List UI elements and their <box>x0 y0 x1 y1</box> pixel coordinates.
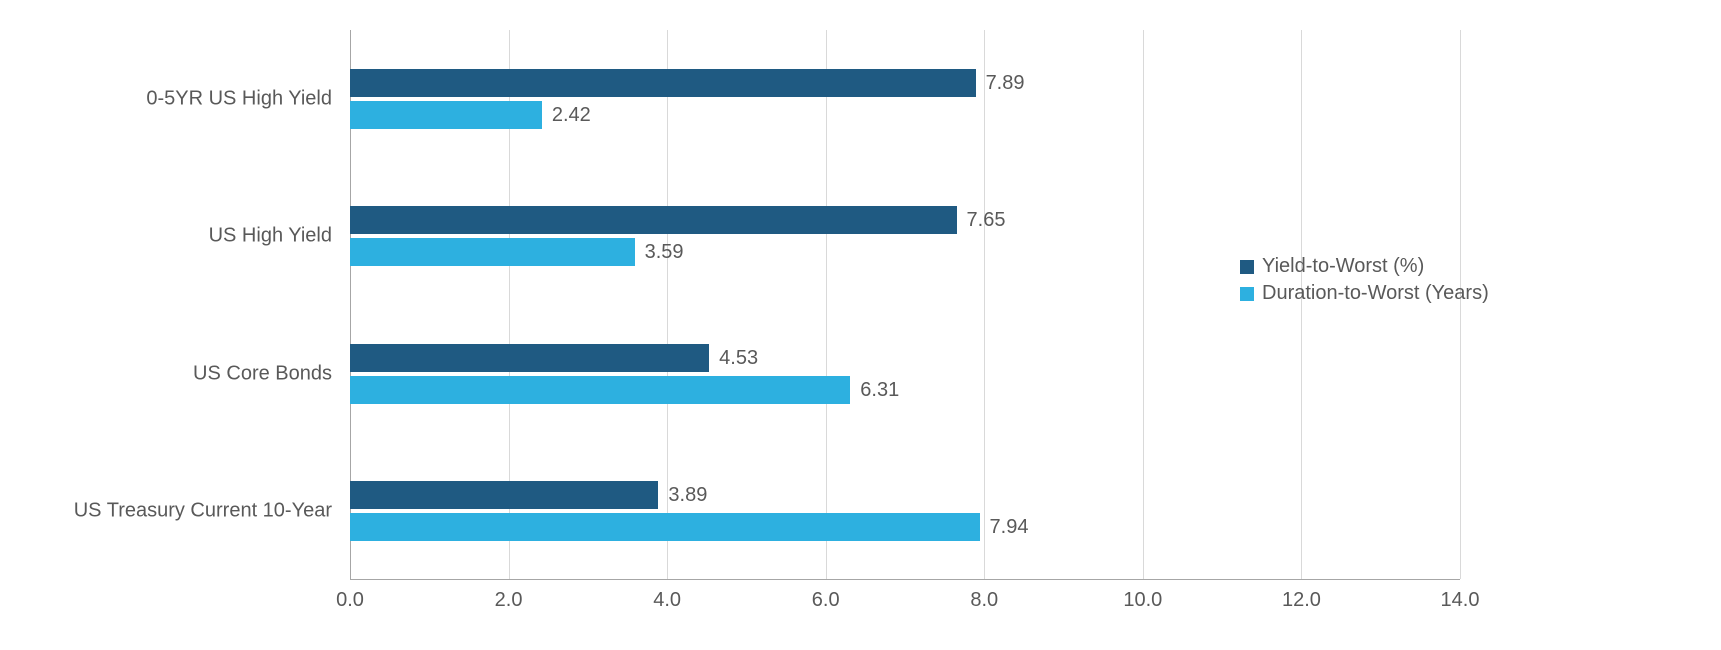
x-tick-label: 14.0 <box>1441 579 1480 612</box>
x-tick-label: 6.0 <box>812 579 840 612</box>
x-tick-label: 0.0 <box>336 579 364 612</box>
legend-item: Duration-to-Worst (Years) <box>1240 282 1489 305</box>
bar-value-label: 7.89 <box>976 69 1025 97</box>
x-tick-label: 8.0 <box>970 579 998 612</box>
bar: 6.31 <box>350 376 850 404</box>
bar-value-label: 7.94 <box>980 513 1029 541</box>
category-label: US Core Bonds <box>193 362 350 385</box>
category-label: US High Yield <box>209 225 350 248</box>
bar: 7.94 <box>350 513 980 541</box>
x-tick-label: 12.0 <box>1282 579 1321 612</box>
bar: 2.42 <box>350 101 542 129</box>
bar-value-label: 3.59 <box>635 238 684 266</box>
legend-swatch <box>1240 260 1254 274</box>
bond-yield-duration-chart: 0.0 2.0 4.0 6.0 8.0 10.0 12.0 14.0 0-5YR US High… <box>20 20 1701 630</box>
bar: 7.65 <box>350 206 957 234</box>
legend-label: Duration-to-Worst (Years) <box>1262 282 1489 305</box>
legend-swatch <box>1240 287 1254 301</box>
legend-item: Yield-to-Worst (%) <box>1240 255 1489 278</box>
legend-label: Yield-to-Worst (%) <box>1262 255 1424 278</box>
category-group: US Core Bonds4.536.31 <box>350 305 1460 443</box>
bar: 7.89 <box>350 69 976 97</box>
bar: 3.89 <box>350 481 658 509</box>
bar-value-label: 4.53 <box>709 344 758 372</box>
x-tick-label: 10.0 <box>1123 579 1162 612</box>
bar: 3.59 <box>350 238 635 266</box>
bar: 4.53 <box>350 344 709 372</box>
bar-value-label: 3.89 <box>658 481 707 509</box>
category-group: US Treasury Current 10-Year3.897.94 <box>350 443 1460 581</box>
bar-value-label: 2.42 <box>542 101 591 129</box>
bar-value-label: 6.31 <box>850 376 899 404</box>
category-label: 0-5YR US High Yield <box>146 87 350 110</box>
x-tick-label: 4.0 <box>653 579 681 612</box>
category-label: US Treasury Current 10-Year <box>74 500 350 523</box>
category-group: 0-5YR US High Yield7.892.42 <box>350 30 1460 168</box>
legend: Yield-to-Worst (%) Duration-to-Worst (Yea… <box>1240 255 1489 309</box>
x-tick-label: 2.0 <box>495 579 523 612</box>
bar-value-label: 7.65 <box>957 206 1006 234</box>
